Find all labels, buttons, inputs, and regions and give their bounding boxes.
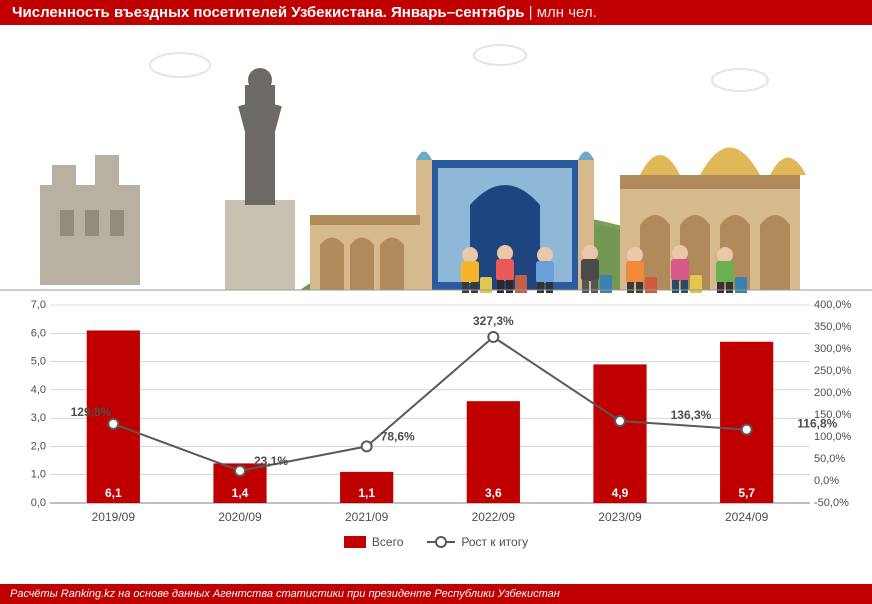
svg-text:50,0%: 50,0% bbox=[814, 453, 845, 465]
chart: 0,0 1,0 2,0 3,0 4,0 5,0 6,0 7,0 -50,0% 0,0% 50,0% 1… bbox=[0, 293, 872, 575]
svg-text:2019/09: 2019/09 bbox=[92, 510, 136, 524]
svg-text:400,0%: 400,0% bbox=[814, 299, 852, 311]
svg-text:200,0%: 200,0% bbox=[814, 387, 852, 399]
svg-text:3,0: 3,0 bbox=[31, 412, 46, 424]
svg-text:6,1: 6,1 bbox=[105, 486, 122, 500]
svg-text:0,0%: 0,0% bbox=[814, 475, 839, 487]
legend-bar: Всего bbox=[344, 535, 403, 549]
svg-text:1,4: 1,4 bbox=[232, 486, 249, 500]
svg-text:0,0: 0,0 bbox=[31, 497, 46, 509]
svg-text:78,6%: 78,6% bbox=[381, 429, 415, 443]
svg-text:3,6: 3,6 bbox=[485, 486, 502, 500]
svg-text:350,0%: 350,0% bbox=[814, 321, 852, 333]
svg-text:2022/09: 2022/09 bbox=[472, 510, 516, 524]
legend-bar-label: Всего bbox=[372, 535, 403, 549]
header-unit: млн чел. bbox=[537, 4, 597, 21]
illustration bbox=[0, 25, 872, 293]
svg-text:5,7: 5,7 bbox=[738, 486, 755, 500]
svg-text:136,3%: 136,3% bbox=[671, 408, 712, 422]
svg-text:250,0%: 250,0% bbox=[814, 365, 852, 377]
svg-text:4,9: 4,9 bbox=[612, 486, 629, 500]
svg-text:6,0: 6,0 bbox=[31, 327, 46, 339]
svg-text:4,0: 4,0 bbox=[31, 384, 46, 396]
svg-text:116,8%: 116,8% bbox=[797, 417, 837, 431]
svg-text:5,0: 5,0 bbox=[31, 356, 46, 368]
svg-text:1,1: 1,1 bbox=[358, 486, 375, 500]
legend-line: Рост к итогу bbox=[427, 535, 528, 549]
legend-line-label: Рост к итогу bbox=[461, 535, 528, 549]
svg-text:2021/09: 2021/09 bbox=[345, 510, 389, 524]
footer-text: Расчёты Ranking.kz на основе данных Аген… bbox=[10, 588, 560, 600]
line-swatch-icon bbox=[427, 541, 455, 543]
svg-text:327,3%: 327,3% bbox=[473, 314, 514, 328]
svg-text:-50,0%: -50,0% bbox=[814, 497, 849, 509]
header-title: Численность въездных посетителей Узбекис… bbox=[12, 4, 524, 21]
svg-text:100,0%: 100,0% bbox=[814, 431, 852, 443]
header-bar: Численность въездных посетителей Узбекис… bbox=[0, 0, 872, 25]
svg-text:7,0: 7,0 bbox=[31, 299, 46, 311]
legend: Всего Рост к итогу bbox=[12, 535, 860, 549]
svg-text:2023/09: 2023/09 bbox=[598, 510, 642, 524]
svg-text:1,0: 1,0 bbox=[31, 469, 46, 481]
svg-text:23,1%: 23,1% bbox=[254, 454, 288, 468]
svg-text:2,0: 2,0 bbox=[31, 440, 46, 452]
footer-bar: Расчёты Ranking.kz на основе данных Аген… bbox=[0, 584, 872, 604]
svg-text:300,0%: 300,0% bbox=[814, 343, 852, 355]
svg-text:2024/09: 2024/09 bbox=[725, 510, 769, 524]
bar-swatch-icon bbox=[344, 536, 366, 548]
svg-text:129,8%: 129,8% bbox=[71, 405, 112, 419]
svg-text:2020/09: 2020/09 bbox=[218, 510, 262, 524]
